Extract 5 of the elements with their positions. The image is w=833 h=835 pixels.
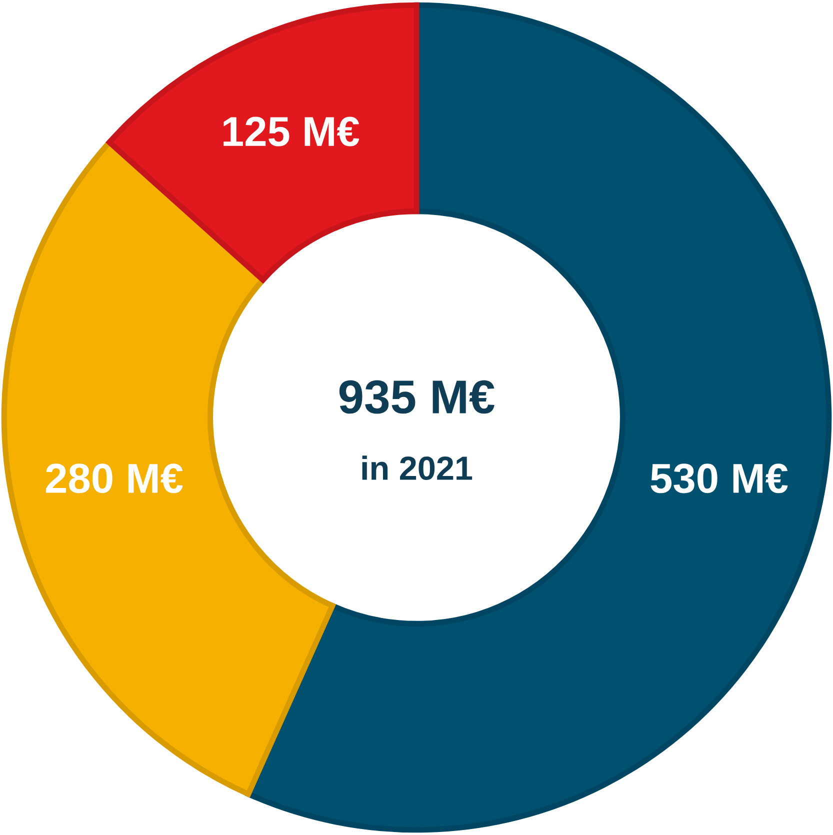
text: 935 M€ — [339, 380, 494, 414]
data-label: 125 M€ — [224, 116, 360, 146]
data-label: 530 M€ — [650, 464, 788, 494]
text: in 2021 — [362, 456, 472, 480]
data-label: 280 M€ — [46, 464, 183, 494]
